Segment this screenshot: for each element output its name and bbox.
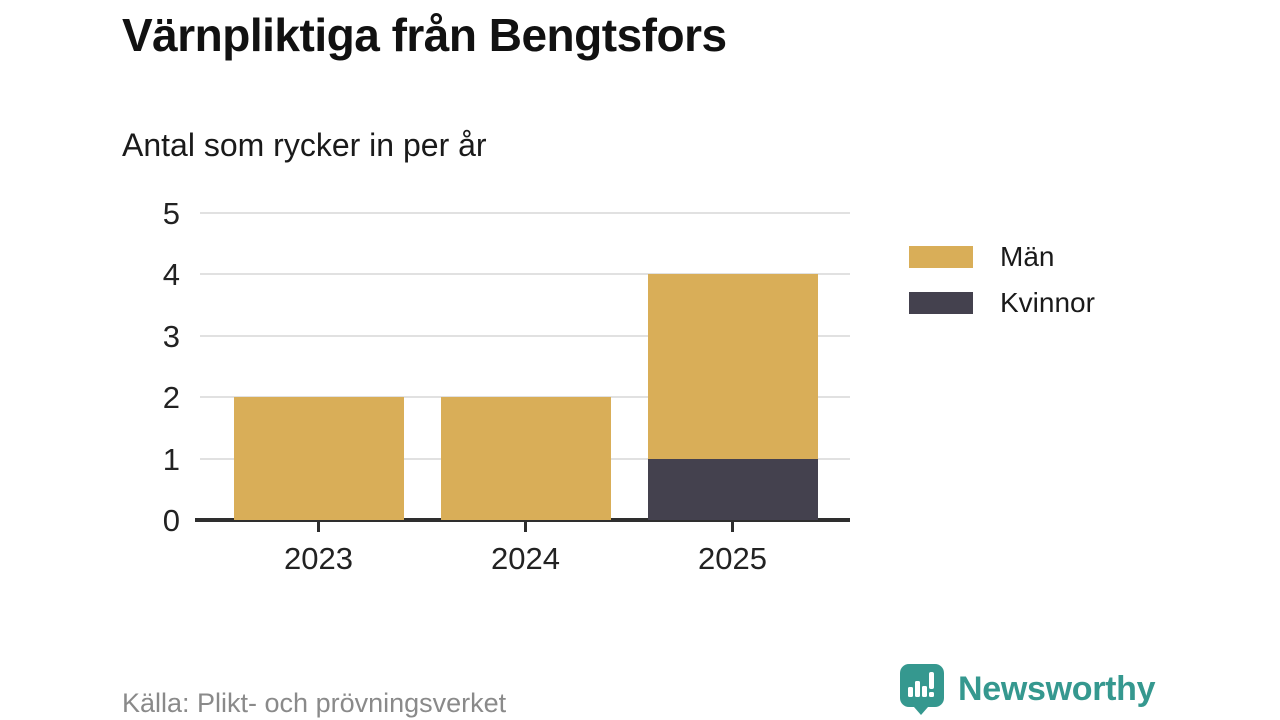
newsworthy-wordmark: Newsworthy [958,670,1156,708]
x-axis-tick [317,522,320,532]
bar-segment-män-2023[interactable] [233,397,404,520]
logo-bar-1 [908,687,913,697]
x-axis-line [195,518,850,522]
y-axis-tick-label: 4 [162,257,180,293]
chart-subtitle: Antal som rycker in per år [122,127,487,163]
legend-swatch-kvinnor [909,292,973,314]
x-axis-tick-label: 2023 [284,541,353,576]
bar-segment-män-2025[interactable] [647,274,818,459]
x-axis-tick-label: 2024 [491,541,560,576]
gridline-y5 [200,212,850,214]
logo-bar-2 [915,681,920,697]
page-title: Värnpliktiga från Bengtsfors [122,9,727,61]
gridline-y3 [200,334,850,337]
logo-bar-3 [922,686,927,697]
y-axis-tick-label: 2 [162,380,180,416]
legend-label: Kvinnor [1000,287,1095,318]
newsworthy-logo-link[interactable]: Newsworthy [899,663,1156,715]
newsworthy-speech-bubble-icon [900,664,944,715]
legend-label: Män [1000,241,1055,272]
y-axis-tick-label: 1 [162,441,180,477]
logo-exclamation-stem [929,672,934,689]
bar-segment-kvinnor-2025[interactable] [647,458,818,520]
source-text: Källa: Plikt- och prövningsverket [122,688,507,718]
x-axis-tick [524,522,527,532]
gridline-y4 [200,273,850,276]
legend-item-män: Män [909,241,1095,272]
legend: Män Kvinnor [909,241,1095,336]
x-axis-tick [731,522,734,532]
y-axis-tick-label: 3 [162,318,180,354]
legend-item-kvinnor: Kvinnor [909,287,1095,318]
legend-swatch-män [909,246,973,268]
logo-exclamation-dot [929,692,934,697]
y-axis-tick-label: 5 [162,196,180,231]
x-axis-tick-label: 2025 [698,541,767,576]
y-axis-tick-label: 0 [162,503,180,538]
bar-segment-män-2024[interactable] [440,397,611,520]
